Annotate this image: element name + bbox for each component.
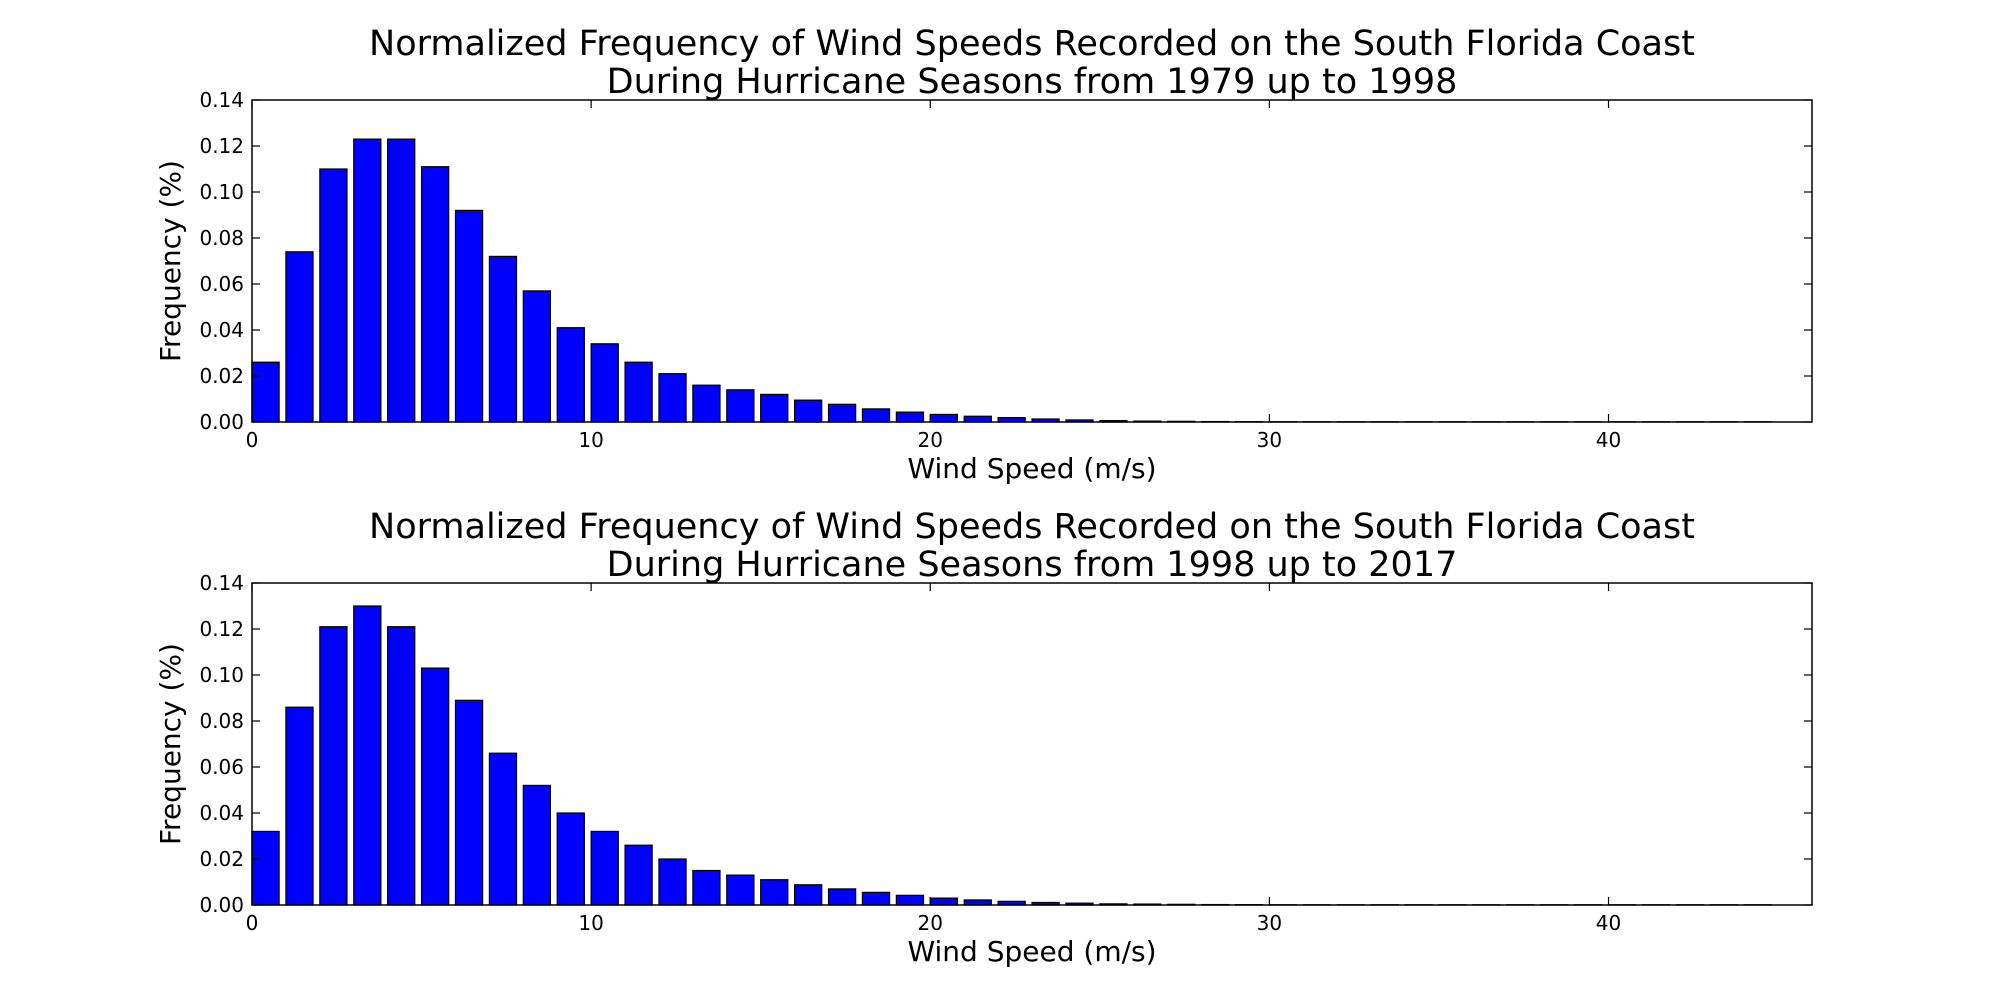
bar	[320, 627, 347, 905]
bar	[489, 256, 516, 422]
y-tick-label: 0.06	[199, 755, 244, 779]
subplot-2: Normalized Frequency of Wind Speeds Reco…	[154, 507, 1812, 968]
y-tick-label: 0.10	[199, 663, 244, 687]
bar	[591, 831, 618, 905]
bar	[252, 362, 279, 422]
y-tick-label: 0.12	[199, 134, 244, 158]
bar	[795, 400, 822, 422]
chart-title: Normalized Frequency of Wind Speeds Reco…	[369, 24, 1695, 64]
chart-subtitle: During Hurricane Seasons from 1979 up to…	[607, 62, 1458, 102]
y-axis-label: Frequency (%)	[154, 643, 187, 845]
y-tick-label: 0.08	[199, 226, 244, 250]
y-tick-label: 0.02	[199, 364, 244, 388]
bar	[455, 210, 482, 422]
x-tick-label: 10	[578, 428, 603, 452]
bar	[422, 668, 449, 905]
bar	[930, 898, 957, 905]
x-axis-label: Wind Speed (m/s)	[907, 452, 1156, 485]
subplot-1: Normalized Frequency of Wind Speeds Reco…	[154, 24, 1812, 485]
bar	[930, 414, 957, 422]
bar	[829, 889, 856, 905]
y-tick-label: 0.02	[199, 847, 244, 871]
chart-subtitle: During Hurricane Seasons from 1998 up to…	[607, 545, 1458, 585]
bar	[896, 412, 923, 422]
bar	[388, 627, 415, 905]
bar	[795, 885, 822, 905]
x-tick-label: 0	[246, 911, 259, 935]
bar	[761, 394, 788, 422]
chart-title: Normalized Frequency of Wind Speeds Reco…	[369, 507, 1695, 547]
bar	[422, 167, 449, 422]
bar	[320, 169, 347, 422]
plot-frame	[252, 100, 1812, 422]
y-tick-label: 0.06	[199, 272, 244, 296]
x-tick-label: 0	[246, 428, 259, 452]
bar	[693, 871, 720, 906]
x-axis-label: Wind Speed (m/s)	[907, 935, 1156, 968]
y-tick-label: 0.14	[199, 88, 244, 112]
bar	[862, 892, 889, 905]
bar	[659, 859, 686, 905]
y-tick-label: 0.12	[199, 617, 244, 641]
bar	[964, 416, 991, 422]
bar	[727, 875, 754, 905]
y-tick-label: 0.04	[199, 318, 244, 342]
plot-frame	[252, 583, 1812, 905]
bar	[286, 707, 313, 905]
y-tick-label: 0.08	[199, 709, 244, 733]
x-tick-label: 10	[578, 911, 603, 935]
y-tick-label: 0.14	[199, 571, 244, 595]
bar	[388, 139, 415, 422]
bar	[896, 895, 923, 905]
y-tick-label: 0.00	[199, 410, 244, 434]
bar	[354, 139, 381, 422]
bar	[557, 813, 584, 905]
bar	[591, 344, 618, 422]
x-tick-label: 20	[918, 911, 943, 935]
x-tick-label: 40	[1596, 911, 1621, 935]
bar	[557, 328, 584, 422]
bar	[659, 374, 686, 422]
bar	[625, 362, 652, 422]
bar	[761, 880, 788, 905]
bar	[727, 390, 754, 422]
bar	[489, 753, 516, 905]
y-axis-label: Frequency (%)	[154, 160, 187, 362]
bar	[455, 700, 482, 905]
x-tick-label: 30	[1257, 911, 1282, 935]
x-tick-label: 30	[1257, 428, 1282, 452]
y-tick-label: 0.00	[199, 893, 244, 917]
bar	[862, 409, 889, 422]
bar	[523, 785, 550, 905]
bar	[252, 831, 279, 905]
x-tick-label: 40	[1596, 428, 1621, 452]
bar	[286, 252, 313, 422]
bar	[354, 606, 381, 905]
bar	[693, 385, 720, 422]
bar	[829, 404, 856, 422]
x-tick-label: 20	[918, 428, 943, 452]
bar	[964, 900, 991, 905]
y-tick-label: 0.04	[199, 801, 244, 825]
bar	[625, 845, 652, 905]
bar	[523, 291, 550, 422]
y-tick-label: 0.10	[199, 180, 244, 204]
